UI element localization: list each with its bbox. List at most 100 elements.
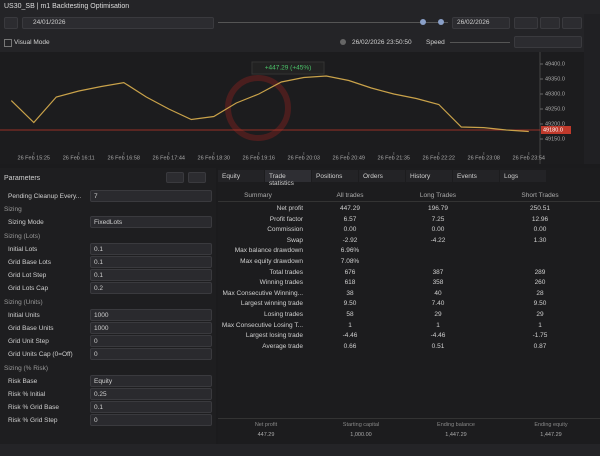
row-label: Largest losing trade: [245, 332, 303, 340]
param-label: Initial Lots: [8, 245, 38, 253]
param-label: Risk % Initial: [8, 391, 46, 398]
summary-value: 1,447.29: [445, 432, 467, 438]
cell: -4.22: [430, 236, 446, 244]
row-label: Largest winning trade: [240, 300, 303, 308]
param-input[interactable]: 0.1: [90, 269, 212, 282]
param-input[interactable]: 0: [90, 414, 212, 427]
cell: 196.79: [428, 205, 448, 212]
param-label: Grid Lots Cap: [8, 285, 49, 293]
row-label: Max equity drawdown: [240, 258, 303, 265]
x-tick-label: 26 Feb 23:08: [468, 155, 500, 161]
tab[interactable]: Logs: [500, 170, 546, 182]
row-label: Max balance drawdown: [234, 247, 303, 255]
settings-button[interactable]: [4, 17, 18, 29]
summary-rule: [218, 418, 600, 419]
start-date-text: 24/01/2026: [33, 19, 66, 26]
speed-label: Speed: [426, 39, 445, 46]
price-line: [10, 75, 529, 133]
param-input[interactable]: FixedLots: [90, 216, 212, 229]
param-input[interactable]: 0.25: [90, 388, 212, 400]
cell: 260: [534, 279, 546, 287]
tab[interactable]: Orders: [359, 170, 405, 182]
param-input[interactable]: 0.1: [90, 242, 212, 255]
row-label: Swap: [286, 236, 303, 244]
cell: 0.00: [533, 226, 547, 234]
step-button[interactable]: [562, 17, 582, 29]
end-date[interactable]: 26/02/2026: [452, 17, 510, 29]
cell: 29: [434, 311, 442, 318]
param-value: 0.2: [94, 285, 104, 293]
stop-button[interactable]: [540, 17, 560, 29]
end-date-text: 26/02/2026: [457, 19, 490, 26]
row-label: Profit factor: [269, 215, 303, 223]
param-input[interactable]: Equity: [90, 374, 212, 387]
slider-handle[interactable]: [420, 19, 426, 25]
start-date[interactable]: 24/01/2026: [22, 17, 214, 29]
param-value: 1000: [94, 325, 109, 332]
current-price-box: [541, 126, 571, 134]
x-tick-label: 26 Feb 20:03: [288, 155, 320, 161]
summary-label: Net profit: [254, 422, 278, 428]
cell: 676: [344, 268, 356, 276]
tab[interactable]: Positions: [312, 170, 358, 182]
param-value: FixedLots: [94, 219, 123, 227]
y-tick-label: 49350.0: [545, 76, 565, 82]
status-bar: [0, 444, 600, 456]
column-header: Short Trades: [521, 192, 559, 199]
param-value: 0.1: [94, 272, 104, 280]
summary-label: Ending equity: [534, 422, 568, 428]
param-value: 0.25: [94, 391, 107, 398]
param-input[interactable]: 0.1: [90, 401, 212, 414]
param-label: Risk % Grid Step: [8, 417, 58, 425]
row-label: Max Consecutive Winning...: [222, 289, 303, 297]
param-label: Grid Unit Step: [8, 338, 49, 346]
param-input[interactable]: 0: [90, 348, 212, 361]
x-tick-label: 26 Feb 18:30: [198, 155, 230, 161]
expand-button[interactable]: [188, 172, 206, 183]
row-label: Net profit: [276, 205, 303, 212]
speed-buttons[interactable]: [514, 36, 582, 48]
row-label: Average trade: [262, 342, 303, 350]
param-input[interactable]: 0.2: [90, 282, 212, 295]
x-tick-label: 26 Feb 19:16: [243, 155, 275, 161]
row-label: Commission: [267, 226, 303, 234]
param-value: 7: [94, 193, 98, 200]
summary-value: 1,000.00: [350, 432, 372, 438]
cell: 387: [432, 268, 444, 276]
tab[interactable]: History: [406, 170, 452, 182]
speed-slider[interactable]: [450, 42, 510, 43]
cell: 7.08%: [340, 258, 360, 265]
row-label: Total trades: [269, 268, 303, 276]
play-button[interactable]: [514, 17, 538, 29]
tab-label: Positions: [316, 173, 343, 180]
param-input[interactable]: 1000: [90, 322, 212, 334]
tab[interactable]: Trade statistics: [265, 170, 311, 187]
param-input[interactable]: 0: [90, 335, 212, 348]
cell: 0.87: [533, 342, 547, 350]
row-label: Losing trades: [263, 311, 303, 318]
cell: 447.29: [340, 205, 360, 212]
checkbox[interactable]: [4, 39, 12, 47]
tab[interactable]: Events: [453, 170, 499, 182]
param-input[interactable]: 1000: [90, 308, 212, 321]
x-tick-label: 26 Feb 16:58: [108, 155, 140, 161]
side-tools: [584, 14, 600, 164]
section-label: Sizing: [4, 206, 22, 214]
slider-handle[interactable]: [438, 19, 444, 25]
param-value: 0: [94, 351, 98, 359]
cell: -1.75: [532, 332, 548, 340]
collapse-button[interactable]: [166, 172, 184, 183]
summary-value: 1,447.29: [540, 432, 562, 438]
param-value: 0.1: [94, 404, 104, 412]
param-input[interactable]: 7: [90, 190, 212, 202]
param-input[interactable]: 0.1: [90, 256, 212, 268]
range-slider[interactable]: [218, 22, 448, 23]
cell: 0.00: [343, 226, 357, 234]
x-tick-label: 26 Feb 20:49: [333, 155, 365, 161]
tab[interactable]: Equity: [218, 170, 264, 182]
y-tick-label: 49300.0: [545, 91, 565, 97]
title-bar: US30_SB | m1 Backtesting Optimisation: [0, 0, 600, 15]
section-label: Sizing (Units): [4, 298, 43, 306]
cell: 1: [348, 321, 352, 329]
cell: 618: [344, 279, 356, 287]
